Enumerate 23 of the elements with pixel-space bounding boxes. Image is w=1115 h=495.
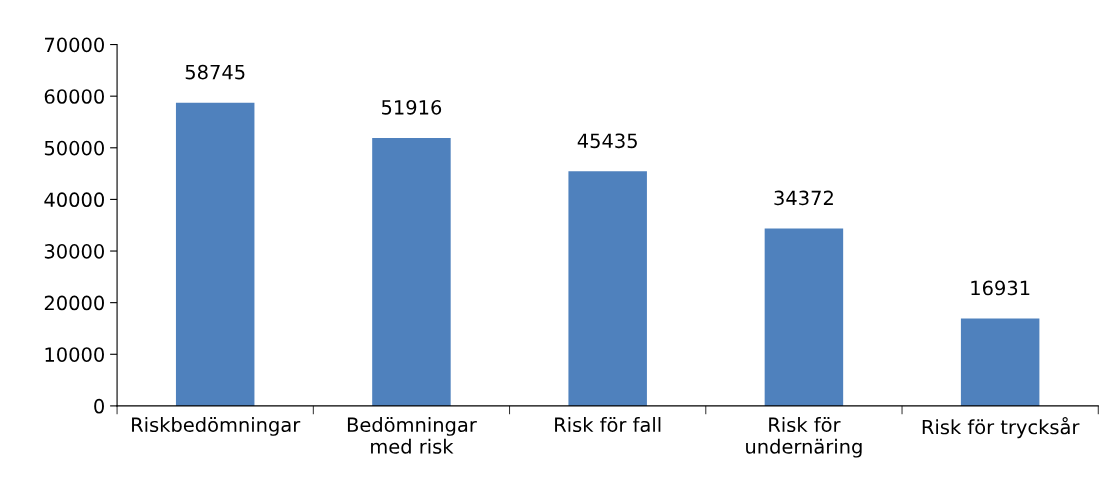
x-tick-label: Risk för fall: [555, 417, 661, 433]
y-tick-label: 10000: [45, 347, 104, 362]
data-label: 58745: [185, 64, 245, 80]
data-label: 45435: [577, 133, 637, 149]
data-label: 51916: [382, 99, 442, 115]
bar: [372, 137, 451, 406]
bar: [568, 171, 647, 406]
x-tick-label: Risk för undernäring: [746, 417, 862, 458]
y-tick-label: 20000: [44, 295, 104, 311]
y-tick-label: 30000: [44, 243, 104, 259]
y-tick-label: 0: [94, 398, 104, 414]
x-tick-label: Bedömningar med risk: [347, 417, 477, 454]
y-tick-label: 70000: [45, 37, 104, 53]
bar: [960, 318, 1040, 406]
bar: [764, 228, 844, 406]
bar: [175, 102, 255, 406]
x-tick-label: Riskbedömningar: [132, 417, 301, 436]
data-label: 16931: [971, 280, 1030, 296]
y-tick-label: 60000: [44, 89, 104, 104]
data-label: 34372: [774, 190, 833, 206]
x-tick-label: Risk för trycksår: [922, 417, 1080, 439]
y-tick-label: 50000: [44, 140, 104, 156]
y-tick-label: 40000: [44, 192, 104, 208]
